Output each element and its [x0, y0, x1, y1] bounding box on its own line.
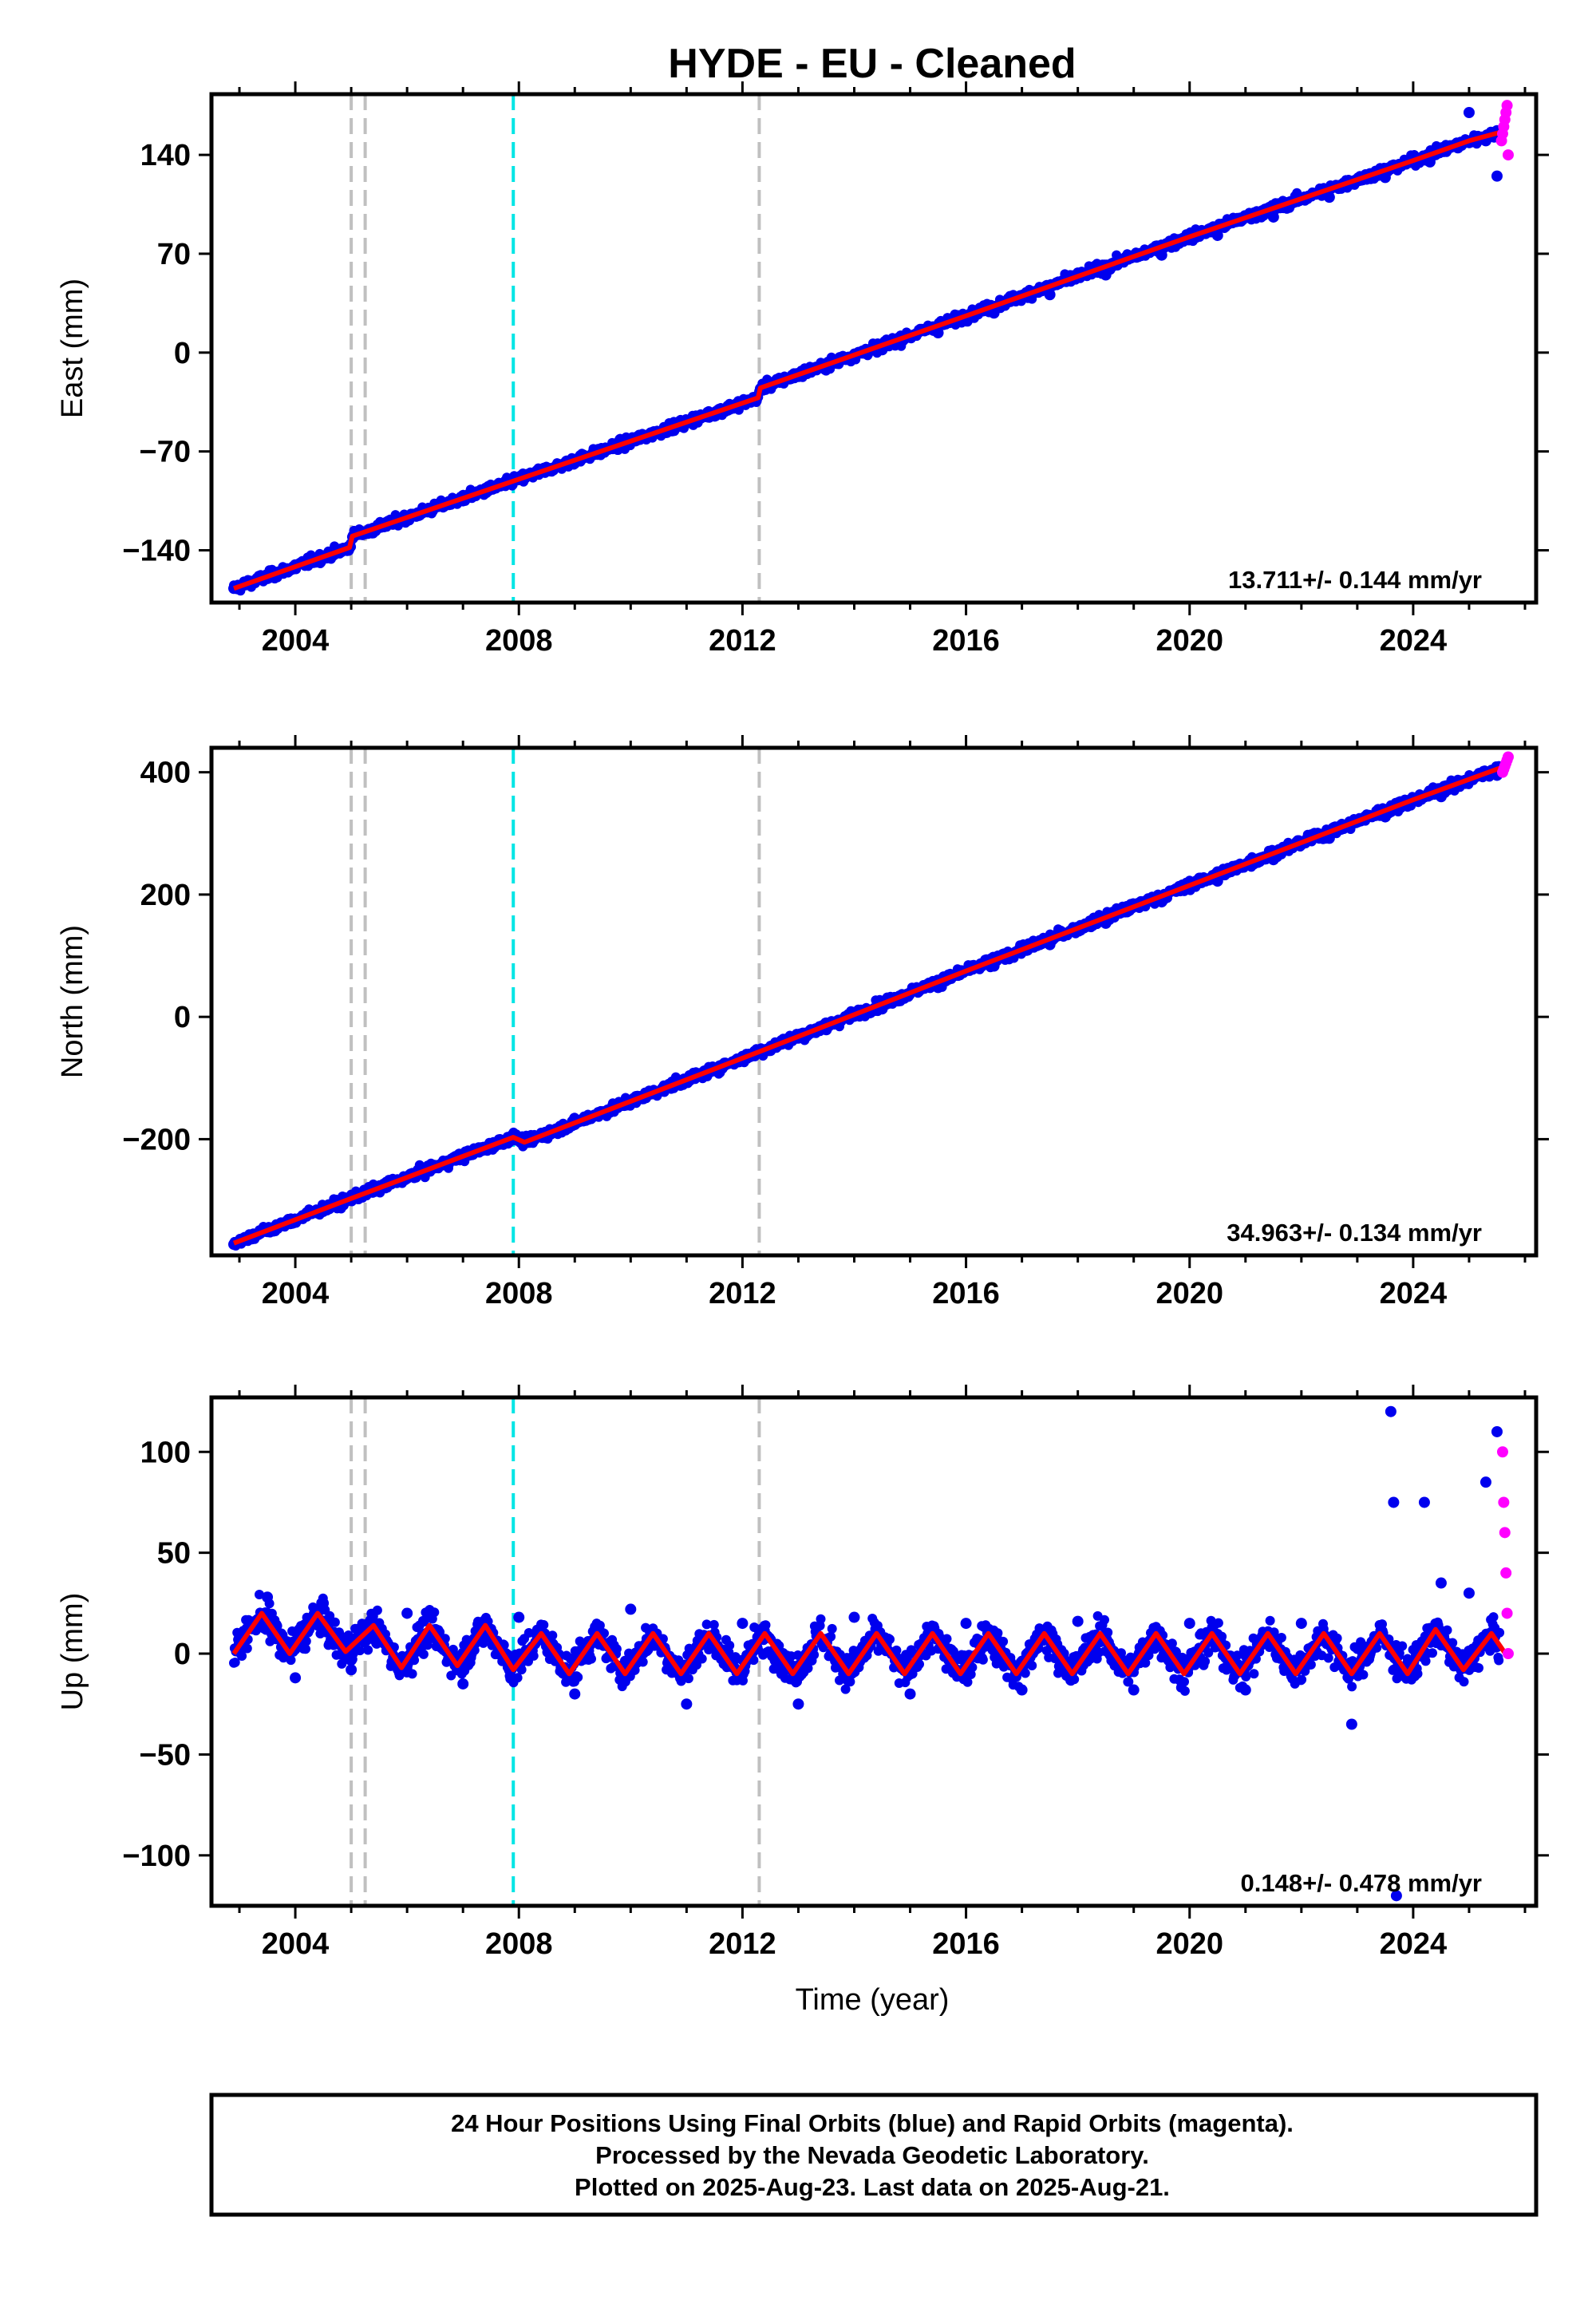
up-final-orbit-point-776 — [749, 1655, 759, 1666]
north-x-tick-label-2004: 2004 — [262, 1277, 330, 1310]
up-final-orbit-point-866 — [809, 1650, 820, 1660]
east-final-orbit-marker-28 — [1463, 107, 1475, 119]
up-final-orbit-point-794 — [760, 1620, 771, 1630]
north-x-tick-label-2024: 2024 — [1380, 1277, 1448, 1310]
up-final-orbit-point-893 — [827, 1623, 837, 1634]
figure-title: HYDE - EU - Cleaned — [668, 41, 1076, 87]
east-x-tick-label-2008: 2008 — [485, 624, 553, 658]
north-rapid-orbit-points — [1496, 751, 1514, 778]
east-model-line — [233, 128, 1507, 591]
up-final-orbit-point-86 — [286, 1655, 296, 1666]
up-final-orbit-point-553 — [599, 1628, 609, 1638]
north-x-tick-label-2020: 2020 — [1156, 1277, 1223, 1310]
east-plot-area — [228, 94, 1514, 603]
up-panel: 2004 2008 2012 2016 2020 2024−100−50050100Up … — [56, 1385, 1549, 1961]
up-final-orbit-point-215 — [372, 1605, 382, 1615]
north-model-line — [232, 764, 1507, 1246]
north-panel: 2004 2008 2012 2016 2020 2024 −200 0 200 400 North… — [56, 735, 1549, 1310]
up-final-orbit-point-572 — [611, 1644, 622, 1654]
east-rapid-orbit-points — [1495, 100, 1514, 161]
up-final-orbit-point-920 — [845, 1677, 855, 1687]
up-final-orbit-point-284 — [418, 1649, 429, 1659]
east-rapid-orbit-marker-6 — [1501, 100, 1513, 112]
up-plot-area — [229, 1397, 1514, 1906]
up-final-orbit-point-152 — [330, 1617, 340, 1627]
up-final-orbit-point-514 — [573, 1672, 583, 1682]
up-final-orbit-point-547 — [595, 1620, 605, 1630]
north-frame — [209, 745, 1539, 1258]
north-x-tick-label-2016: 2016 — [932, 1277, 1000, 1310]
up-final-orbit-point-39 — [255, 1590, 264, 1599]
up-final-orbit-point-109 — [301, 1636, 311, 1646]
east-y-tick-label-140: 140 — [140, 139, 191, 172]
north-plot-area — [228, 748, 1514, 1255]
up-final-orbit-point-876 — [816, 1614, 826, 1624]
east-y-axis-label: East (mm) — [56, 279, 89, 418]
up-final-orbit-point-448 — [528, 1650, 539, 1661]
north-x-tick-label-2008: 2008 — [485, 1277, 553, 1310]
up-final-orbit-point-430 — [516, 1665, 527, 1675]
east-x-tick-label-2016: 2016 — [932, 624, 1000, 658]
up-final-orbit-point-267 — [407, 1669, 417, 1679]
east-y-tick-label-70: 70 — [157, 238, 191, 271]
north-y-tick-label-neg200: −200 — [122, 1123, 191, 1156]
up-final-orbit-point-21 — [242, 1643, 252, 1654]
east-final-orbit-marker-30 — [1491, 170, 1503, 182]
east-frame — [209, 92, 1539, 605]
up-final-orbit-point-3 — [230, 1658, 240, 1667]
up-final-orbit-point-201 — [363, 1645, 373, 1655]
panels: 2004 2008 2012 2016 2020 2024 −140 −70 0 70 140 Eas… — [56, 81, 1549, 1961]
east-final-orbit-marker-24 — [1323, 192, 1335, 204]
up-final-orbit-point-706 — [701, 1619, 712, 1630]
up-final-orbit-point-857 — [803, 1663, 813, 1674]
north-y-tick-label-200: 200 — [140, 879, 191, 912]
up-final-orbit-point-424 — [512, 1673, 523, 1683]
east-panel: 2004 2008 2012 2016 2020 2024 −140 −70 0 70 140 Eas… — [56, 81, 1549, 658]
north-final-orbit-cloud — [229, 761, 1505, 1251]
east-final-orbit-marker-18 — [988, 307, 1000, 319]
north-y-tick-label-400: 400 — [140, 757, 191, 790]
up-final-orbit-point-891 — [826, 1631, 836, 1642]
north-final-orbit-marker-24 — [1435, 791, 1447, 803]
east-x-tick-label-2024: 2024 — [1380, 624, 1448, 658]
east-x-tick-label-2012: 2012 — [709, 624, 776, 658]
east-rate-label: 13.711+/- 0.144 mm/yr — [1228, 566, 1482, 594]
up-final-orbit-point-13 — [237, 1651, 247, 1661]
east-y-tick-label-neg140: −140 — [122, 535, 191, 568]
east-x-tick-label-2004: 2004 — [262, 624, 330, 658]
up-final-orbit-point-740 — [725, 1640, 735, 1650]
up-final-orbit-point-611 — [638, 1657, 648, 1667]
up-final-orbit-point-300 — [429, 1607, 440, 1618]
up-final-orbit-point-189 — [355, 1646, 365, 1656]
north-y-tick-label-0: 0 — [174, 1001, 191, 1034]
east-rapid-orbit-marker-7 — [1502, 149, 1514, 161]
east-final-orbit-marker-17 — [932, 327, 944, 339]
north-rapid-orbit-marker-6 — [1502, 751, 1514, 763]
east-final-orbit-marker-25 — [1379, 172, 1391, 184]
up-final-orbit-point-441 — [523, 1628, 534, 1638]
north-y-axis-label: North (mm) — [56, 925, 89, 1078]
up-final-orbit-point-534 — [587, 1654, 596, 1664]
east-x-tick-label-2020: 2020 — [1156, 624, 1223, 658]
up-final-orbit-point-270 — [409, 1655, 420, 1666]
north-x-tick-label-2012: 2012 — [709, 1277, 776, 1310]
up-final-orbit-point-913 — [840, 1684, 851, 1694]
up-final-orbit-point-290 — [422, 1640, 433, 1650]
up-final-orbit-point-699 — [697, 1654, 707, 1664]
up-final-orbit-point-476 — [547, 1630, 558, 1641]
east-final-orbit-marker-23 — [1267, 211, 1279, 223]
east-final-orbit-marker-21 — [1156, 249, 1167, 261]
east-y-tick-label-0: 0 — [174, 337, 191, 370]
east-final-orbit-marker-22 — [1211, 229, 1223, 241]
east-final-orbit-marker-20 — [1100, 269, 1112, 281]
up-final-orbit-point-108 — [301, 1644, 310, 1654]
up-final-orbit-point-679 — [683, 1674, 693, 1684]
north-rate-label: 34.963+/- 0.134 mm/yr — [1227, 1219, 1482, 1247]
up-final-orbit-point-717 — [709, 1619, 719, 1630]
east-y-tick-label-neg70: −70 — [140, 436, 191, 469]
up-final-orbit-point-463 — [539, 1620, 549, 1630]
east-final-orbit-marker-19 — [1044, 289, 1056, 301]
east-final-orbit-marker-26 — [1424, 156, 1436, 168]
